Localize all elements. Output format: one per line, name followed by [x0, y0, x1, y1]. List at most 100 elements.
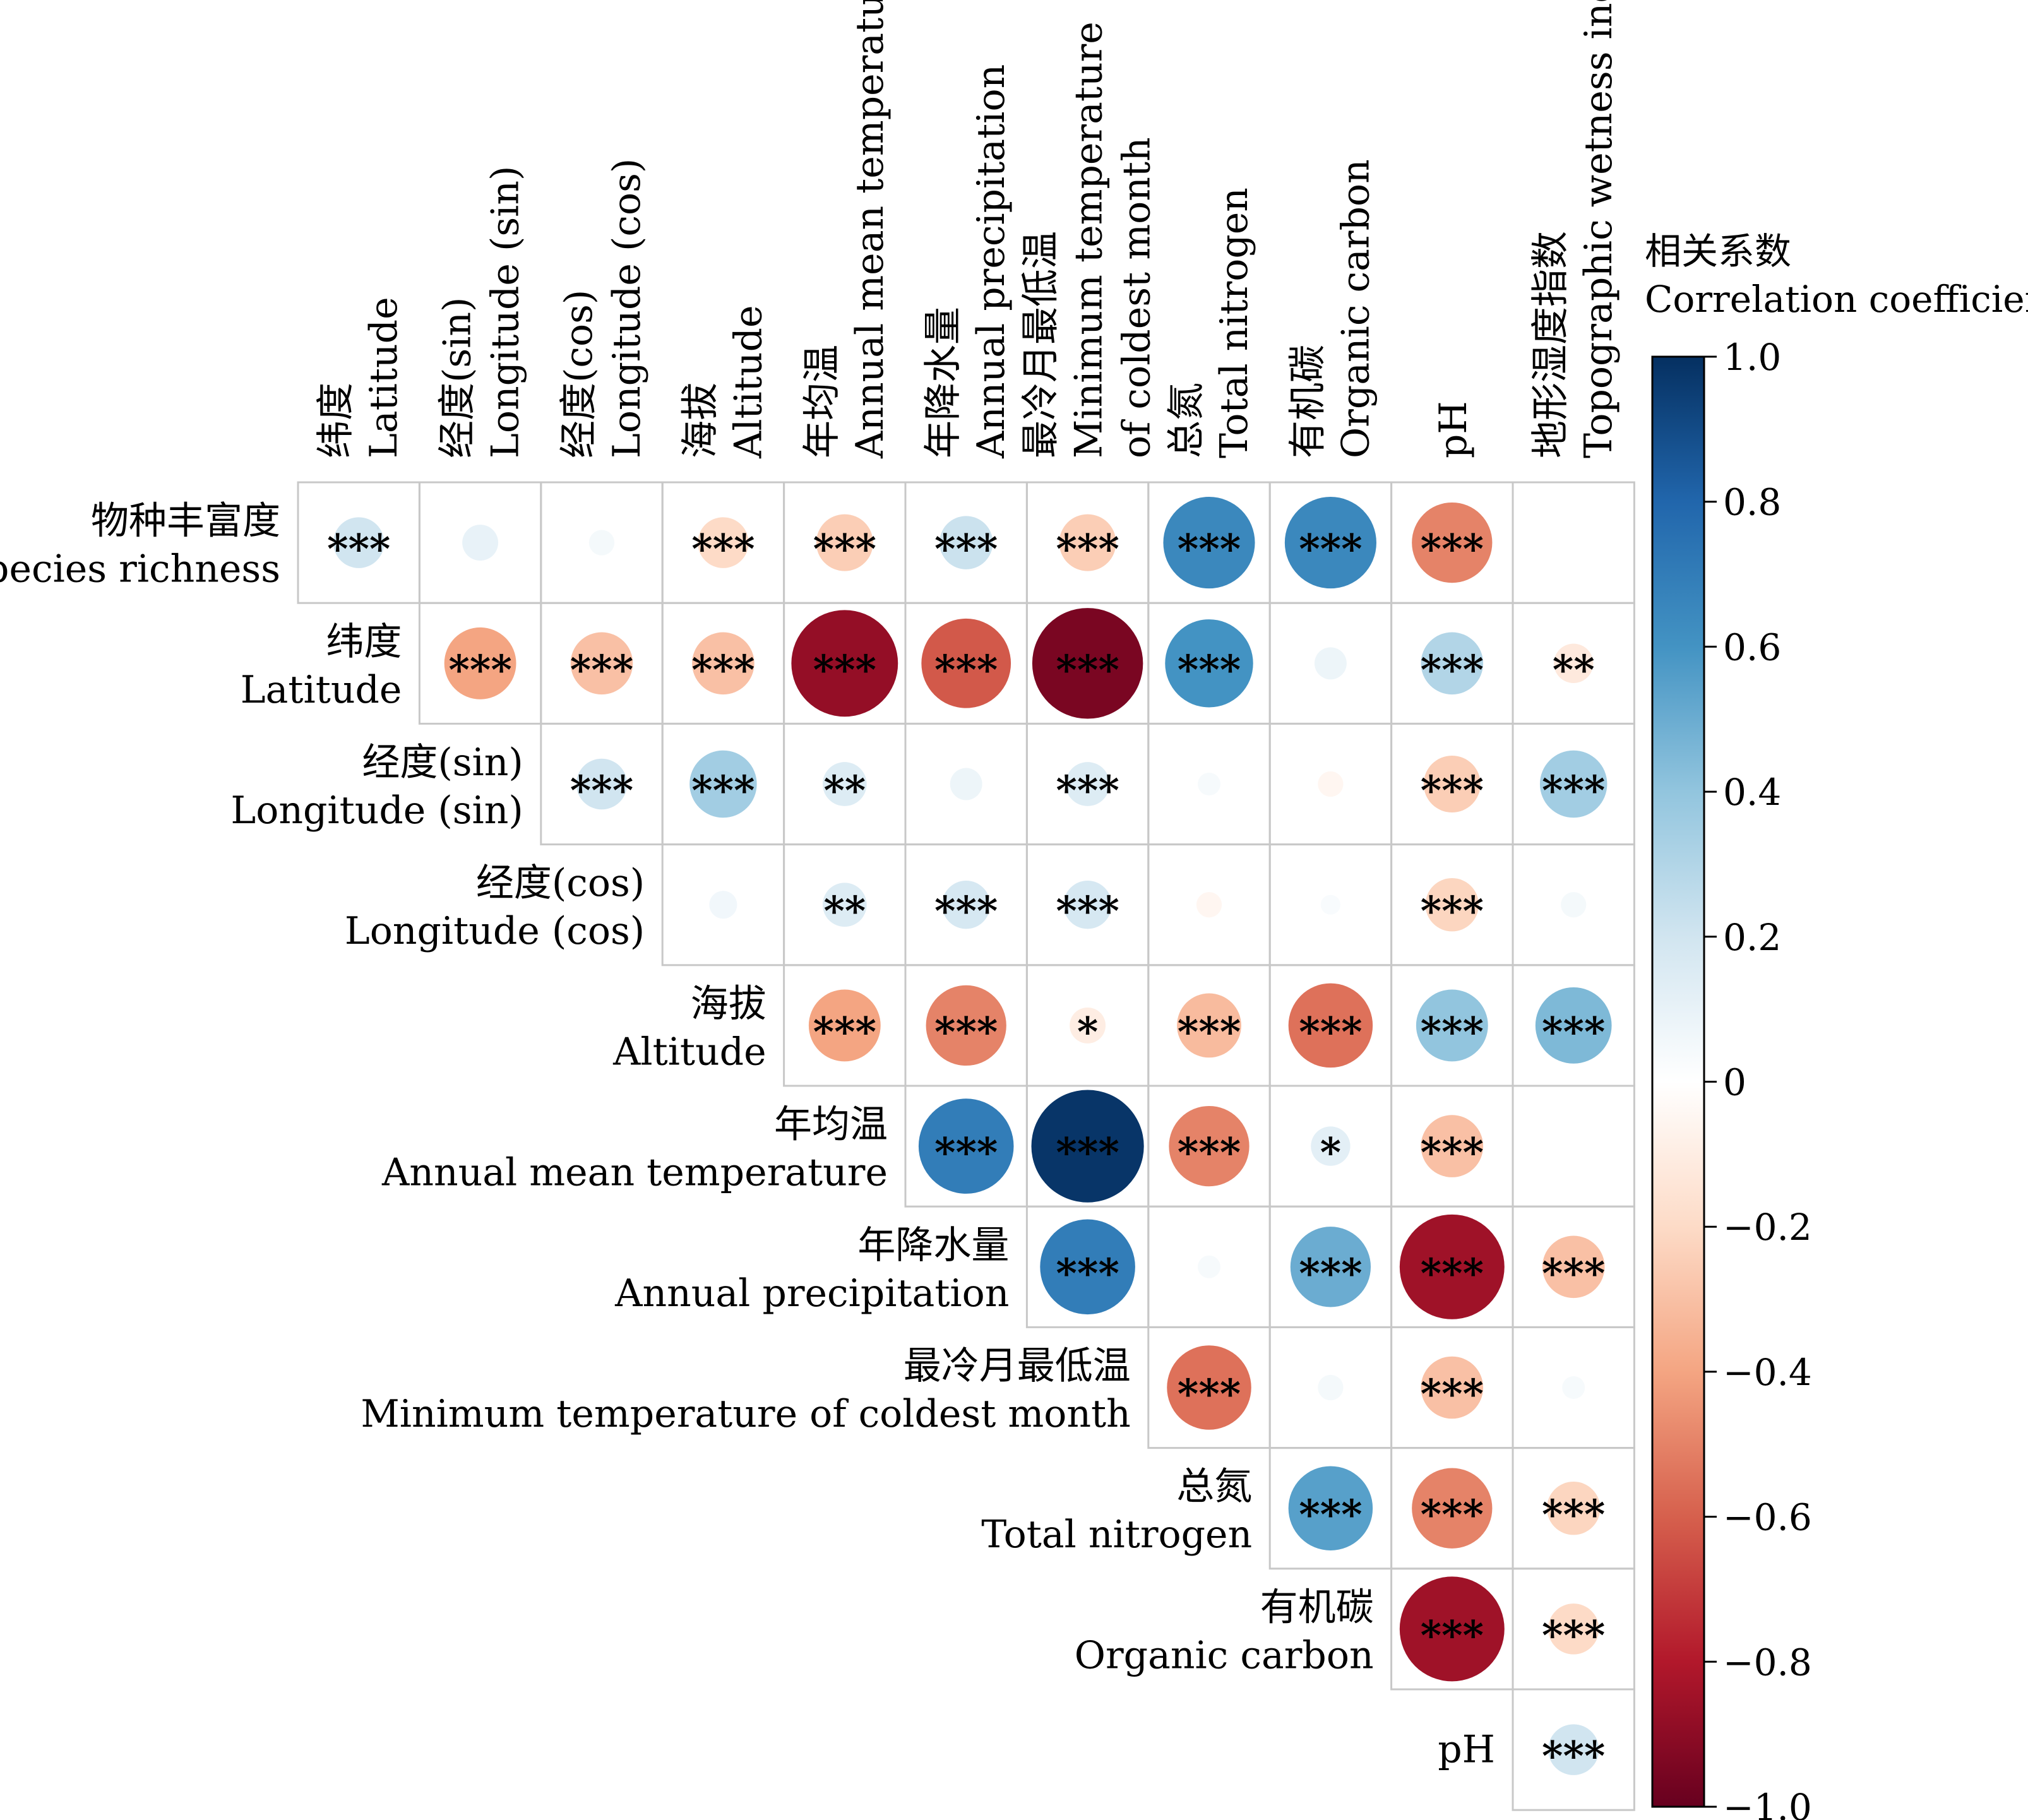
correlation-circle [939, 516, 993, 569]
column-label: Longitude (cos) [605, 158, 649, 458]
row-label: 最冷月最低温 [904, 1344, 1131, 1388]
significance-mark: *** [1421, 888, 1484, 935]
grid-cell [1512, 1085, 1635, 1208]
significance-mark: *** [1542, 1733, 1605, 1780]
significance-mark: *** [570, 767, 633, 814]
correlation-circle [1416, 989, 1488, 1062]
column-label: 年降水量 [921, 307, 965, 458]
significance-mark: * [1320, 1129, 1341, 1177]
significance-mark: *** [1178, 1371, 1241, 1418]
column-label: Altitude [726, 306, 770, 460]
correlation-circle [588, 530, 615, 556]
correlation-circle [1562, 1376, 1585, 1399]
correlation-circle [1561, 892, 1587, 918]
colorbar-tick-label: −1.0 [1723, 1786, 1812, 1820]
significance-mark: *** [1299, 1491, 1362, 1538]
correlation-circle [1063, 881, 1112, 929]
column-label: 纬度 [314, 383, 358, 458]
column-label: of coldest month [1115, 137, 1159, 458]
correlation-circle [1412, 502, 1493, 583]
significance-mark: *** [934, 1129, 998, 1177]
row-label: 纬度 [326, 620, 402, 664]
correlation-circle [1425, 877, 1479, 932]
correlation-circle [1320, 895, 1340, 915]
significance-mark: *** [813, 526, 876, 573]
colorbar-tick-label: 0.6 [1723, 626, 1781, 669]
row-label: Annual mean temperature [381, 1151, 888, 1195]
significance-mark: *** [448, 646, 511, 694]
significance-mark: *** [1178, 526, 1241, 573]
column-label: Annual precipitation [969, 64, 1013, 459]
significance-mark: ** [1553, 646, 1595, 694]
significance-mark: *** [934, 888, 998, 935]
correlation-circle [1196, 892, 1222, 918]
correlation-circle [1290, 1227, 1371, 1307]
correlation-circle [1198, 773, 1220, 795]
row-label: Organic carbon [1075, 1633, 1374, 1677]
correlation-circle [1535, 987, 1612, 1064]
significance-mark: *** [570, 646, 633, 694]
correlation-circle [1311, 1126, 1351, 1166]
significance-mark: ** [823, 888, 866, 935]
significance-mark: *** [1421, 1612, 1484, 1659]
colorbar-ticks: 1.0 0.8 0.6 0.4 0.2 0 −0.2 −0.4 −0.6 −0.8 −1.0 [1704, 336, 1812, 1820]
significance-mark: *** [691, 767, 755, 814]
significance-mark: *** [1299, 1250, 1362, 1297]
significance-mark: *** [1542, 1612, 1605, 1659]
significance-mark: *** [1421, 1008, 1484, 1056]
correlation-circle [1412, 1468, 1493, 1549]
row-labels: 物种丰富度Species richness纬度Latitude经度(sin)Lo… [0, 499, 1495, 1772]
correlation-circle [791, 610, 898, 717]
significance-mark: *** [813, 646, 876, 694]
significance-mark: *** [1056, 1129, 1119, 1177]
colorbar-tick-label: 1.0 [1723, 336, 1781, 379]
colorbar-tick-label: 0.2 [1723, 916, 1781, 959]
significance-mark: *** [1542, 1491, 1605, 1538]
correlation-circle [689, 750, 757, 818]
significance-mark: * [1077, 1008, 1098, 1056]
correlation-circle [1167, 1345, 1251, 1430]
correlation-circle [1288, 983, 1373, 1068]
significance-mark: *** [327, 526, 390, 573]
correlation-circle [1546, 1481, 1601, 1535]
significance-mark: *** [1299, 526, 1362, 573]
colorbar-tick-label: −0.6 [1723, 1496, 1812, 1539]
correlation-circle [462, 525, 499, 561]
colorbar-gradient [1651, 355, 1705, 1808]
significance-mark: *** [1421, 1129, 1484, 1177]
correlation-circle [576, 758, 628, 810]
colorbar-title-en: Correlation coefficient [1645, 278, 2028, 321]
correlation-circle [1070, 1007, 1106, 1044]
significance-mark: *** [1178, 1129, 1241, 1177]
colorbar-tick-label: 0.4 [1723, 771, 1781, 814]
row-label: 海拔 [691, 982, 766, 1026]
colorbar-tick-label: −0.8 [1723, 1641, 1812, 1684]
significance-mark: *** [934, 526, 998, 573]
significance-mark: *** [1056, 1250, 1119, 1297]
correlation-circle [444, 627, 516, 699]
significance-mark: *** [1421, 1371, 1484, 1418]
significance-mark: *** [1542, 1250, 1605, 1297]
significance-mark: *** [1421, 767, 1484, 814]
correlation-circle [698, 517, 749, 568]
significance-mark: *** [1421, 1491, 1484, 1538]
correlation-circle [918, 1098, 1014, 1194]
row-label: 经度(cos) [476, 861, 645, 905]
correlation-circle [1165, 619, 1253, 708]
significance-mark: *** [1178, 1008, 1241, 1056]
colorbar-title-zh: 相关系数 [1645, 230, 1791, 273]
significance-mark: *** [1421, 646, 1484, 694]
correlation-circle [1032, 608, 1143, 719]
column-label: 最冷月最低温 [1019, 231, 1063, 458]
row-label: Longitude (sin) [230, 788, 523, 833]
column-label: Topographic wetness index [1577, 0, 1621, 458]
correlation-circle [1548, 1724, 1599, 1775]
significance-mark: *** [1421, 526, 1484, 573]
significance-mark: *** [691, 526, 755, 573]
column-label: Latitude [362, 297, 406, 458]
colorbar-tick-label: 0 [1723, 1061, 1746, 1104]
column-label: 经度(cos) [557, 290, 601, 458]
colorbar-tick-label: −0.4 [1723, 1351, 1812, 1394]
correlation-circle [1040, 1219, 1135, 1315]
correlation-circle [950, 768, 982, 800]
